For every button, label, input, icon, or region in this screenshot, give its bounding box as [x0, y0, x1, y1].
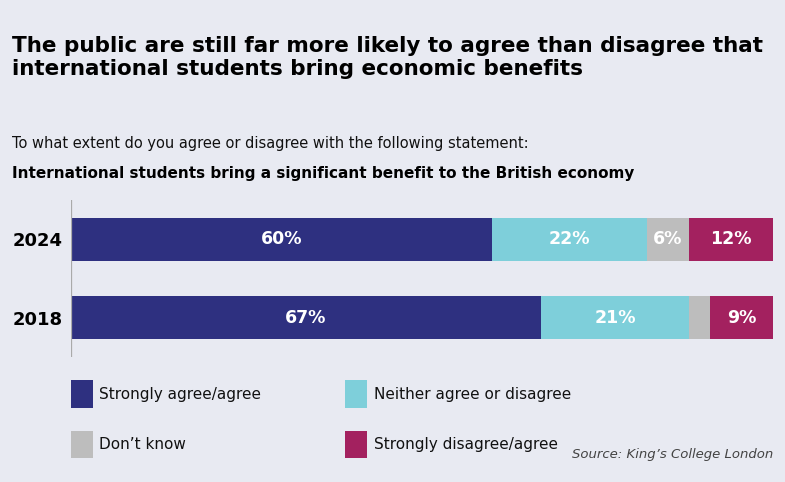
Bar: [710, 296, 773, 339]
Bar: [647, 218, 689, 261]
Bar: [542, 296, 689, 339]
Text: 6%: 6%: [653, 230, 682, 248]
Bar: [689, 296, 710, 339]
Bar: [345, 430, 367, 458]
Text: International students bring a significant benefit to the British economy: International students bring a significa…: [12, 166, 634, 182]
Text: Strongly agree/agree: Strongly agree/agree: [99, 387, 261, 402]
Text: Source: King’s College London: Source: King’s College London: [572, 448, 773, 461]
Text: Don’t know: Don’t know: [99, 437, 186, 452]
Text: Strongly disagree/agree: Strongly disagree/agree: [374, 437, 557, 452]
Text: 12%: 12%: [710, 230, 752, 248]
Bar: [492, 218, 647, 261]
Text: 67%: 67%: [285, 308, 327, 326]
Text: The public are still far more likely to agree than disagree that
international s: The public are still far more likely to …: [12, 36, 763, 79]
Bar: [689, 218, 773, 261]
Text: 9%: 9%: [727, 308, 756, 326]
Bar: [71, 218, 492, 261]
Text: 21%: 21%: [594, 308, 636, 326]
Text: 22%: 22%: [549, 230, 590, 248]
Bar: [71, 296, 542, 339]
Bar: [71, 430, 93, 458]
Bar: [71, 380, 93, 408]
Text: 60%: 60%: [261, 230, 302, 248]
Text: Neither agree or disagree: Neither agree or disagree: [374, 387, 571, 402]
Bar: [345, 380, 367, 408]
Text: To what extent do you agree or disagree with the following statement:: To what extent do you agree or disagree …: [12, 136, 528, 151]
